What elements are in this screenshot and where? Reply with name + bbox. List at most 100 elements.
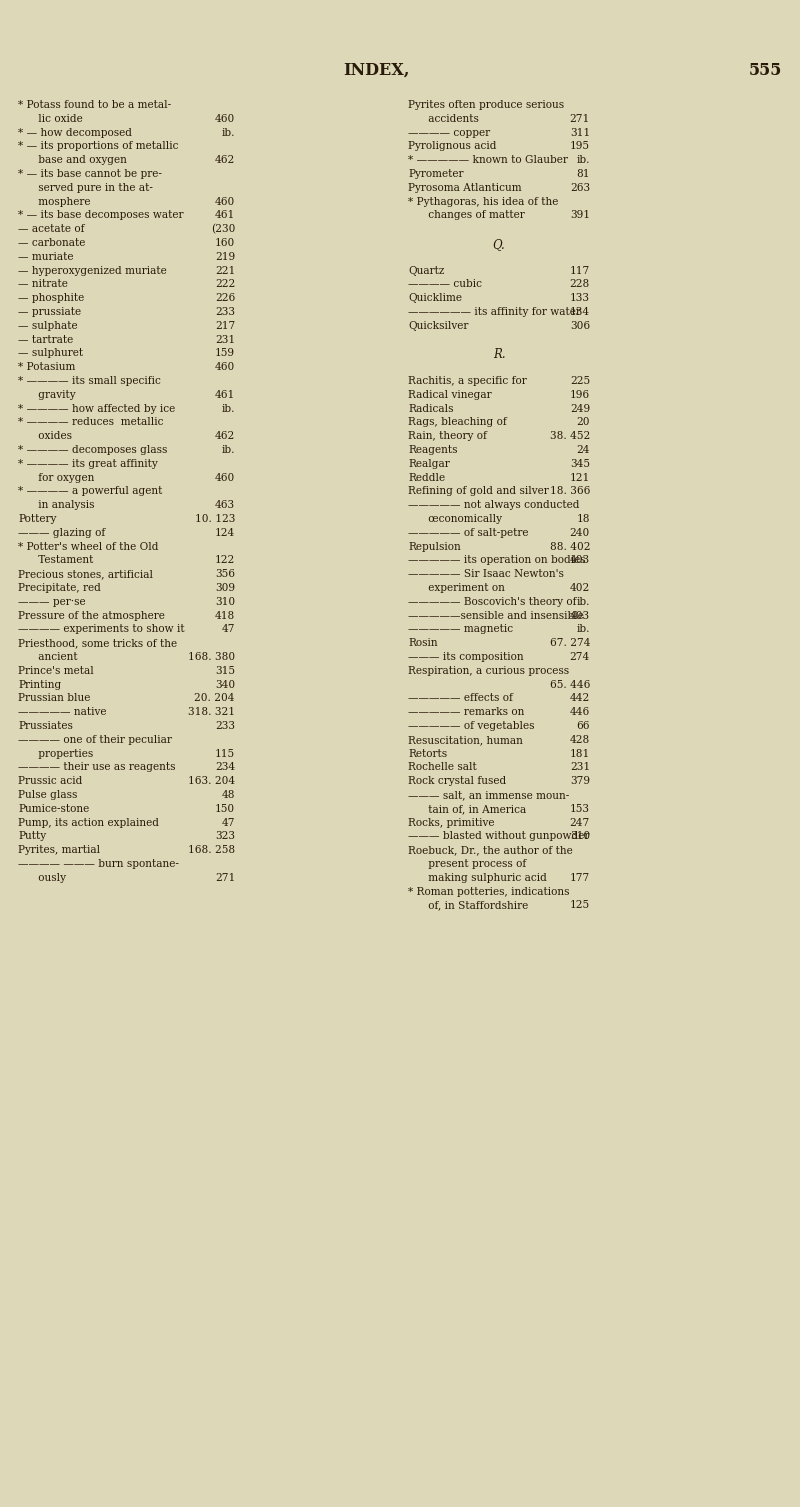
Text: * ———— a powerful agent: * ———— a powerful agent xyxy=(18,487,162,496)
Text: * ———— its great affinity: * ———— its great affinity xyxy=(18,458,158,469)
Text: 233: 233 xyxy=(215,307,235,316)
Text: 196: 196 xyxy=(570,390,590,399)
Text: 462: 462 xyxy=(214,155,235,166)
Text: making sulphuric acid: making sulphuric acid xyxy=(408,873,547,883)
Text: Prussic acid: Prussic acid xyxy=(18,776,82,787)
Text: Pressure of the atmosphere: Pressure of the atmosphere xyxy=(18,610,165,621)
Text: — muriate: — muriate xyxy=(18,252,74,262)
Text: Quicklime: Quicklime xyxy=(408,294,462,303)
Text: 345: 345 xyxy=(570,458,590,469)
Text: * Potasium: * Potasium xyxy=(18,362,75,372)
Text: 38. 452: 38. 452 xyxy=(550,431,590,442)
Text: 65. 446: 65. 446 xyxy=(550,680,590,690)
Text: ————— remarks on: ————— remarks on xyxy=(408,707,524,717)
Text: R.: R. xyxy=(493,348,506,362)
Text: * ———— decomposes glass: * ———— decomposes glass xyxy=(18,445,167,455)
Text: Reddle: Reddle xyxy=(408,473,445,482)
Text: 460: 460 xyxy=(214,115,235,124)
Text: oxides: oxides xyxy=(18,431,72,442)
Text: Refining of gold and silver: Refining of gold and silver xyxy=(408,487,549,496)
Text: 24: 24 xyxy=(577,445,590,455)
Text: 306: 306 xyxy=(570,321,590,332)
Text: Rosin: Rosin xyxy=(408,637,438,648)
Text: * ————— known to Glauber: * ————— known to Glauber xyxy=(408,155,568,166)
Text: ———— ——— burn spontane-: ———— ——— burn spontane- xyxy=(18,859,179,870)
Text: (230: (230 xyxy=(210,225,235,235)
Text: 462: 462 xyxy=(214,431,235,442)
Text: ——— glazing of: ——— glazing of xyxy=(18,527,106,538)
Text: 460: 460 xyxy=(214,473,235,482)
Text: 160: 160 xyxy=(214,238,235,249)
Text: Pyrometer: Pyrometer xyxy=(408,169,463,179)
Text: 340: 340 xyxy=(215,680,235,690)
Text: 402: 402 xyxy=(570,583,590,592)
Text: Pyrites, martial: Pyrites, martial xyxy=(18,845,100,854)
Text: Prussian blue: Prussian blue xyxy=(18,693,90,704)
Text: Precipitate, red: Precipitate, red xyxy=(18,583,101,592)
Text: Rain, theory of: Rain, theory of xyxy=(408,431,487,442)
Text: 318. 321: 318. 321 xyxy=(188,707,235,717)
Text: * Roman potteries, indications: * Roman potteries, indications xyxy=(408,886,570,897)
Text: ib.: ib. xyxy=(577,155,590,166)
Text: ——— blasted without gunpowder: ——— blasted without gunpowder xyxy=(408,832,590,841)
Text: ————— magnetic: ————— magnetic xyxy=(408,624,513,634)
Text: ————— native: ————— native xyxy=(18,707,106,717)
Text: 195: 195 xyxy=(570,142,590,151)
Text: Priesthood, some tricks of the: Priesthood, some tricks of the xyxy=(18,637,177,648)
Text: 446: 446 xyxy=(570,707,590,717)
Text: 418: 418 xyxy=(214,610,235,621)
Text: served pure in the at-: served pure in the at- xyxy=(18,182,153,193)
Text: Resuscitation, human: Resuscitation, human xyxy=(408,735,523,744)
Text: — carbonate: — carbonate xyxy=(18,238,86,249)
Text: 228: 228 xyxy=(570,279,590,289)
Text: 442: 442 xyxy=(570,693,590,704)
Text: Retorts: Retorts xyxy=(408,749,447,758)
Text: Pulse glass: Pulse glass xyxy=(18,790,78,800)
Text: 309: 309 xyxy=(215,583,235,592)
Text: 428: 428 xyxy=(570,735,590,744)
Text: ib.: ib. xyxy=(577,597,590,607)
Text: 226: 226 xyxy=(214,294,235,303)
Text: ———— one of their peculiar: ———— one of their peculiar xyxy=(18,735,172,744)
Text: gravity: gravity xyxy=(18,390,76,399)
Text: ——— salt, an immense moun-: ——— salt, an immense moun- xyxy=(408,790,570,800)
Text: Testament: Testament xyxy=(18,556,94,565)
Text: Rocks, primitive: Rocks, primitive xyxy=(408,818,494,827)
Text: 66: 66 xyxy=(577,720,590,731)
Text: Pyrites often produce serious: Pyrites often produce serious xyxy=(408,99,564,110)
Text: Printing: Printing xyxy=(18,680,62,690)
Text: 234: 234 xyxy=(215,763,235,773)
Text: —————— its affinity for water: —————— its affinity for water xyxy=(408,307,581,316)
Text: * Potass found to be a metal-: * Potass found to be a metal- xyxy=(18,99,171,110)
Text: * — its base decomposes water: * — its base decomposes water xyxy=(18,211,183,220)
Text: ———— cubic: ———— cubic xyxy=(408,279,482,289)
Text: * — its base cannot be pre-: * — its base cannot be pre- xyxy=(18,169,162,179)
Text: 240: 240 xyxy=(570,527,590,538)
Text: 20: 20 xyxy=(577,417,590,428)
Text: ib.: ib. xyxy=(222,445,235,455)
Text: Radical vinegar: Radical vinegar xyxy=(408,390,492,399)
Text: of, in Staffordshire: of, in Staffordshire xyxy=(408,900,528,910)
Text: 125: 125 xyxy=(570,900,590,910)
Text: 231: 231 xyxy=(570,763,590,773)
Text: 219: 219 xyxy=(215,252,235,262)
Text: changes of matter: changes of matter xyxy=(408,211,525,220)
Text: 67. 274: 67. 274 xyxy=(550,637,590,648)
Text: — tartrate: — tartrate xyxy=(18,335,74,345)
Text: 133: 133 xyxy=(570,294,590,303)
Text: ib.: ib. xyxy=(222,404,235,413)
Text: * Pythagoras, his idea of the: * Pythagoras, his idea of the xyxy=(408,196,558,206)
Text: ————— of vegetables: ————— of vegetables xyxy=(408,720,534,731)
Text: 217: 217 xyxy=(214,321,235,332)
Text: 163. 204: 163. 204 xyxy=(188,776,235,787)
Text: 168. 258: 168. 258 xyxy=(188,845,235,854)
Text: 460: 460 xyxy=(214,196,235,206)
Text: 271: 271 xyxy=(214,873,235,883)
Text: Rock crystal fused: Rock crystal fused xyxy=(408,776,506,787)
Text: 20. 204: 20. 204 xyxy=(194,693,235,704)
Text: 403: 403 xyxy=(570,556,590,565)
Text: —————sensible and insensible: —————sensible and insensible xyxy=(408,610,584,621)
Text: 181: 181 xyxy=(570,749,590,758)
Text: 263: 263 xyxy=(570,182,590,193)
Text: 10. 123: 10. 123 xyxy=(194,514,235,524)
